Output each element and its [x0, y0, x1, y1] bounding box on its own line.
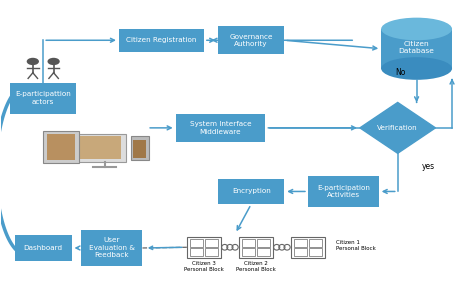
Ellipse shape [381, 18, 452, 40]
Text: Citizen Registration: Citizen Registration [126, 37, 197, 43]
Polygon shape [360, 103, 436, 153]
Text: Citizen 2
Personal Block: Citizen 2 Personal Block [236, 261, 276, 272]
FancyBboxPatch shape [131, 136, 149, 160]
Text: Encryption: Encryption [232, 189, 271, 195]
FancyBboxPatch shape [309, 239, 322, 247]
FancyBboxPatch shape [190, 248, 202, 256]
FancyBboxPatch shape [81, 229, 143, 266]
Bar [381, 29, 452, 68]
FancyBboxPatch shape [293, 248, 307, 256]
Text: User
Evaluation &
Feedback: User Evaluation & Feedback [89, 237, 135, 258]
FancyBboxPatch shape [308, 176, 379, 207]
FancyBboxPatch shape [218, 179, 284, 204]
Text: Citizen
Database: Citizen Database [399, 41, 435, 54]
FancyBboxPatch shape [43, 131, 79, 163]
FancyBboxPatch shape [291, 237, 325, 258]
Text: E-participattion
actors: E-participattion actors [15, 91, 71, 105]
Text: Verification: Verification [377, 125, 418, 131]
FancyBboxPatch shape [242, 239, 255, 247]
FancyBboxPatch shape [15, 235, 72, 261]
FancyBboxPatch shape [239, 237, 273, 258]
Circle shape [47, 58, 60, 65]
FancyBboxPatch shape [69, 136, 121, 159]
FancyBboxPatch shape [190, 239, 202, 247]
Text: E-participation
Activities: E-participation Activities [317, 185, 370, 198]
FancyBboxPatch shape [257, 239, 270, 247]
FancyBboxPatch shape [10, 83, 76, 114]
FancyBboxPatch shape [133, 140, 146, 158]
FancyBboxPatch shape [309, 248, 322, 256]
Text: yes: yes [422, 162, 435, 170]
FancyBboxPatch shape [175, 114, 265, 142]
FancyBboxPatch shape [293, 239, 307, 247]
FancyBboxPatch shape [119, 29, 204, 52]
Text: Governance
Authority: Governance Authority [229, 34, 273, 47]
Text: No: No [395, 68, 405, 77]
FancyBboxPatch shape [205, 239, 218, 247]
Text: Citizen 3
Personal Block: Citizen 3 Personal Block [184, 261, 224, 272]
Ellipse shape [381, 57, 452, 80]
FancyBboxPatch shape [47, 133, 75, 160]
FancyBboxPatch shape [187, 237, 221, 258]
FancyBboxPatch shape [257, 248, 270, 256]
Text: Citizen 1
Personal Block: Citizen 1 Personal Block [336, 240, 376, 250]
FancyBboxPatch shape [205, 248, 218, 256]
Text: Dashboard: Dashboard [24, 245, 63, 251]
Text: System Interface
Middleware: System Interface Middleware [190, 121, 251, 135]
FancyBboxPatch shape [218, 26, 284, 55]
Circle shape [27, 58, 39, 65]
FancyBboxPatch shape [64, 133, 126, 162]
FancyBboxPatch shape [242, 248, 255, 256]
